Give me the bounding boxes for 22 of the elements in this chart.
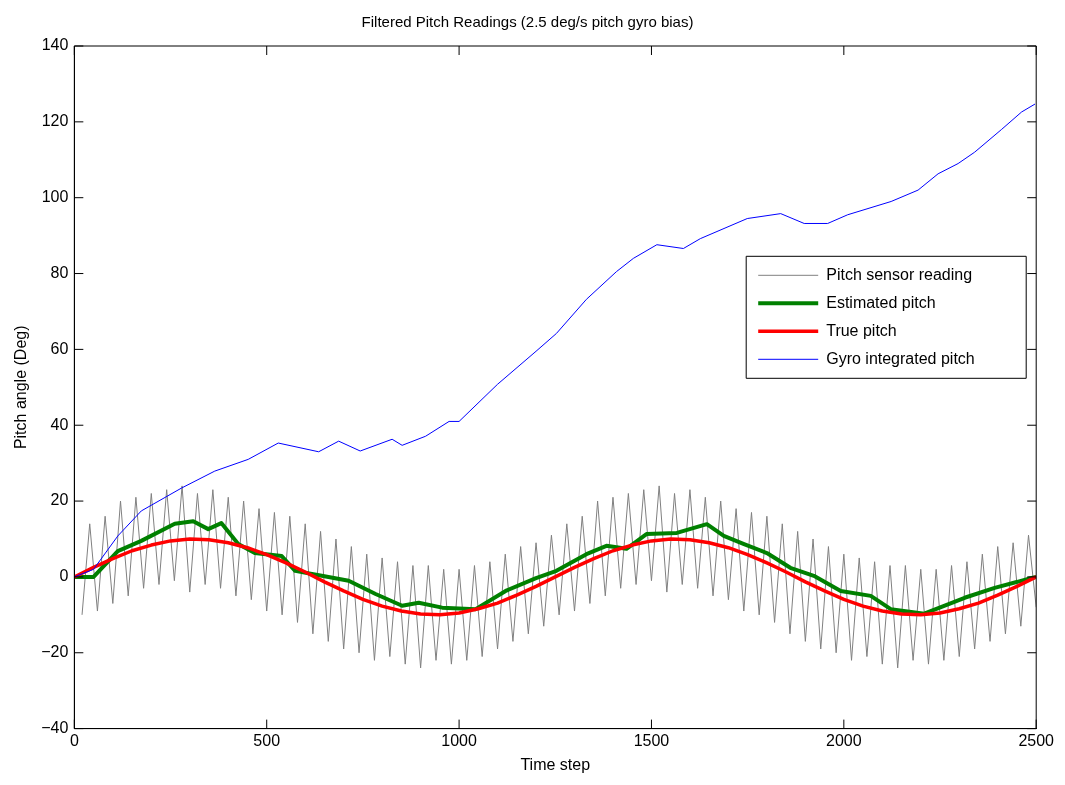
x-axis-title: Time step: [520, 755, 591, 773]
x-tick-label: 2000: [826, 731, 862, 749]
x-tick-label: 1000: [441, 731, 477, 749]
y-axis-title: Pitch angle (Deg): [12, 325, 30, 450]
y-tick-label: 140: [41, 36, 69, 54]
y-tick-label: −20: [41, 643, 69, 661]
y-tick-label: 0: [59, 567, 69, 585]
y-tick-label: 120: [41, 112, 69, 130]
y-tick-label: 80: [50, 263, 69, 281]
x-tick-label: 2500: [1018, 731, 1055, 749]
legend-label: Pitch sensor reading: [826, 265, 973, 283]
y-tick-label: −40: [41, 719, 69, 737]
legend-label: True pitch: [826, 321, 897, 339]
y-tick-label: 20: [50, 491, 69, 509]
x-tick-label: 1500: [633, 731, 670, 749]
chart-title: Filtered Pitch Readings (2.5 deg/s pitch gyro bias): [361, 13, 694, 31]
legend-label: Gyro integrated pitch: [826, 349, 975, 367]
y-tick-label: 100: [41, 188, 69, 206]
x-tick-label: 500: [253, 731, 281, 749]
y-tick-label: 40: [50, 415, 69, 433]
legend-label: Estimated pitch: [826, 293, 936, 311]
y-tick-label: 60: [50, 339, 69, 357]
